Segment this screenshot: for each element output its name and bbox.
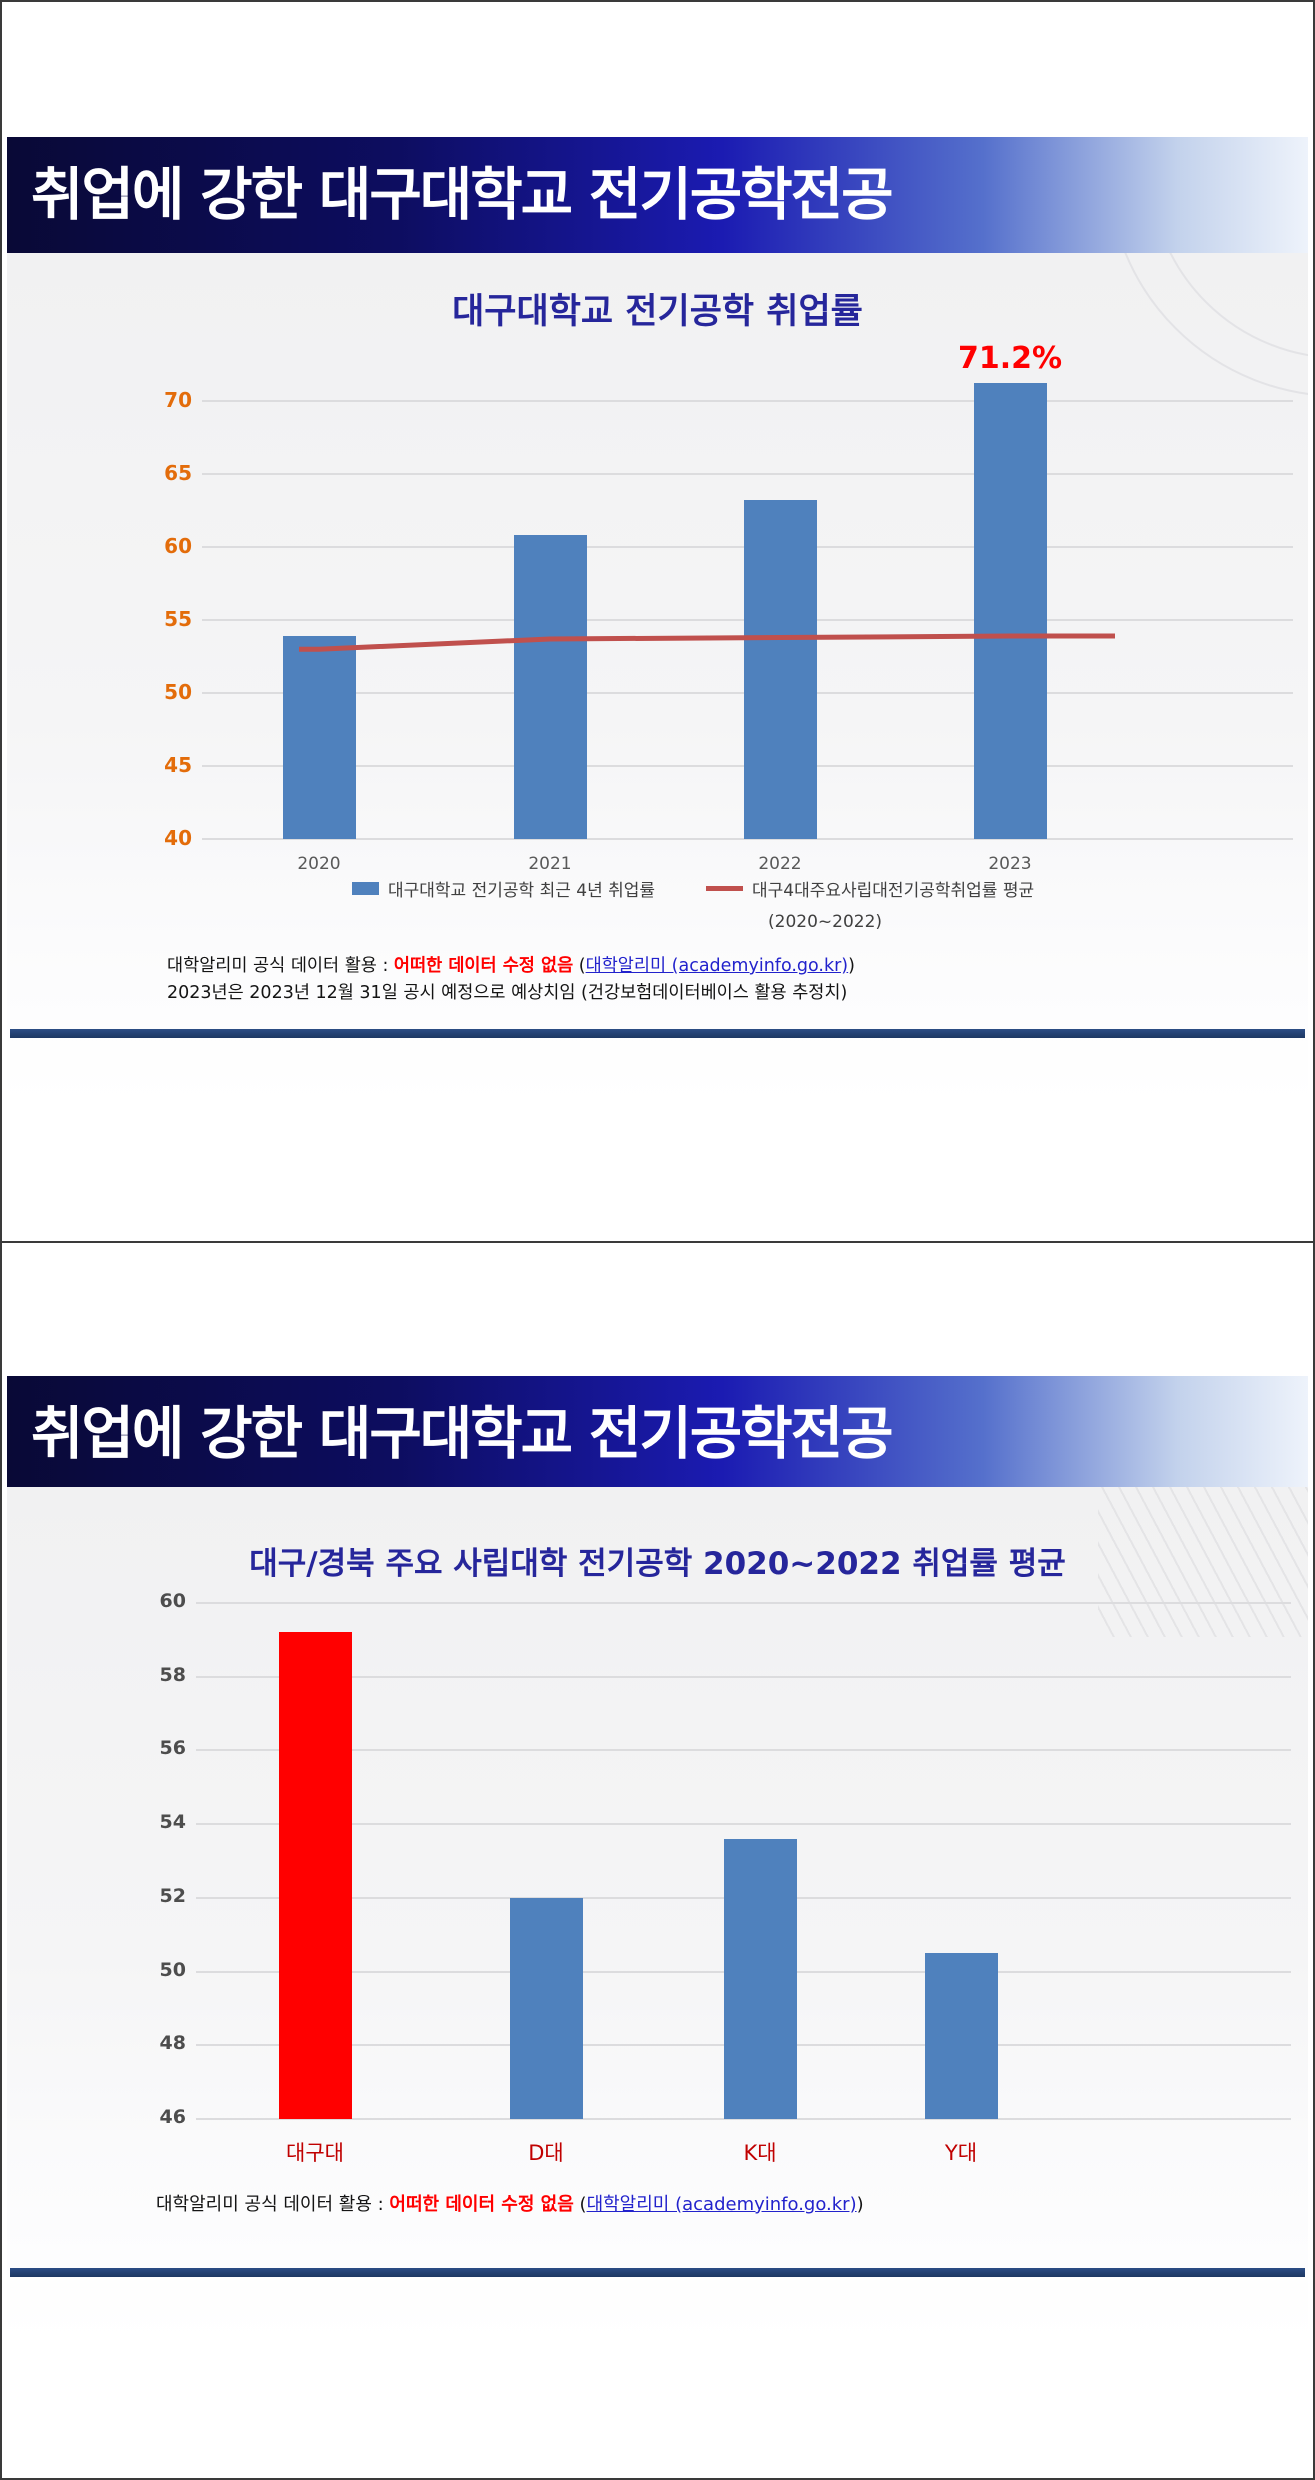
slide2-title-banner: 취업에 강한 대구대학교 전기공학전공	[7, 1376, 1308, 1492]
decorative-diagonal-lines	[1098, 1487, 1308, 1637]
bar-series-swatch	[352, 882, 379, 895]
page-divider	[0, 1241, 1315, 1243]
footnote-prefix: 대학알리미 공식 데이터 활용 :	[167, 956, 394, 976]
legend-entry-bar: 대구대학교 전기공학 최근 4년 취업률	[352, 876, 655, 901]
chart2-title: 대구/경북 주요 사립대학 전기공학 2020~2022 취업률 평균	[249, 1546, 1066, 1582]
slide1-title-banner: 취업에 강한 대구대학교 전기공학전공	[7, 137, 1308, 253]
slide1-footnote: 대학알리미 공식 데이터 활용 : 어떠한 데이터 수정 없음 (대학알리미 (…	[167, 953, 855, 1007]
legend-bar-label: 대구대학교 전기공학 최근 4년 취업률	[388, 881, 656, 901]
slide1-content-panel	[7, 253, 1308, 1105]
footnote-line-1: 대학알리미 공식 데이터 활용 : 어떠한 데이터 수정 없음 (대학알리미 (…	[167, 953, 855, 980]
footnote-line-1: 대학알리미 공식 데이터 활용 : 어떠한 데이터 수정 없음 (대학알리미 (…	[156, 2191, 864, 2218]
footnote-paren: (	[573, 2194, 587, 2215]
chart1-title: 대구대학교 전기공학 취업률	[452, 292, 863, 332]
slide-page-2: 취업에 강한 대구대학교 전기공학전공 대구/경북 주요 사립대학 전기공학 2…	[0, 1243, 1315, 2480]
legend-line-label: 대구4대주요사립대전기공학취업률 평균	[752, 881, 1035, 901]
slide2-accent-bar	[10, 2268, 1305, 2277]
slide1-accent-bar	[10, 1029, 1305, 1038]
footnote-line-2: 2023년은 2023년 12월 31일 공시 예정으로 예상치임 (건강보험데…	[167, 983, 848, 1003]
legend-line-sublabel: (2020~2022)	[768, 912, 883, 932]
legend-entry-line: 대구4대주요사립대전기공학취업률 평균	[706, 876, 1034, 901]
chart1-legend: 대구대학교 전기공학 최근 4년 취업률 대구4대주요사립대전기공학취업률 평균…	[0, 876, 1315, 946]
footnote-highlight: 어떠한 데이터 수정 없음	[393, 956, 574, 976]
academyinfo-link[interactable]: 대학알리미 (academyinfo.go.kr)	[586, 2194, 857, 2215]
slide-page-1: 취업에 강한 대구대학교 전기공학전공 대구대학교 전기공학 취업률 40 45 5…	[0, 137, 1315, 1105]
footnote-paren: )	[856, 2194, 864, 2215]
footnote-paren: (	[573, 956, 586, 976]
footnote-paren: )	[848, 956, 855, 976]
slide2-footnote: 대학알리미 공식 데이터 활용 : 어떠한 데이터 수정 없음 (대학알리미 (…	[156, 2191, 864, 2218]
footnote-highlight: 어떠한 데이터 수정 없음	[389, 2194, 574, 2215]
academyinfo-link[interactable]: 대학알리미 (academyinfo.go.kr)	[585, 956, 849, 976]
footnote-prefix: 대학알리미 공식 데이터 활용 :	[156, 2194, 390, 2215]
slide1-banner-title: 취업에 강한 대구대학교 전기공학전공	[31, 162, 894, 228]
slide2-banner-title: 취업에 강한 대구대학교 전기공학전공	[31, 1401, 894, 1467]
line-series-swatch	[706, 886, 743, 891]
slide2-content-panel	[7, 1487, 1308, 2343]
